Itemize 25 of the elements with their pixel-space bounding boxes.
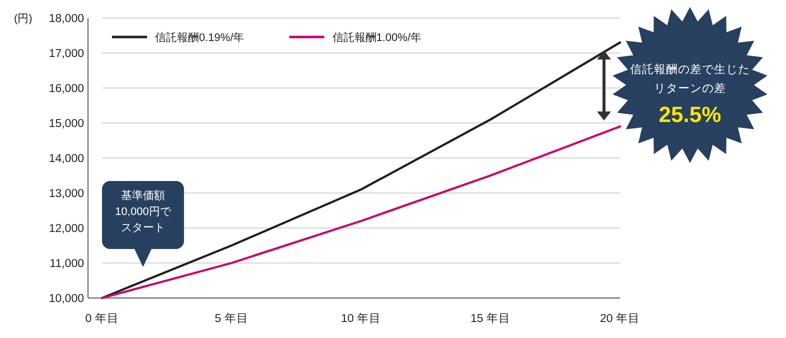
annotation: スタート xyxy=(121,222,165,234)
y-tick-label: 11,000 xyxy=(50,258,84,270)
legend-label: 信託報酬0.19%/年 xyxy=(155,31,244,44)
x-tick-label: 0 年目 xyxy=(85,312,119,325)
y-tick-label: 12,000 xyxy=(48,223,84,235)
text: リターンの差 xyxy=(654,82,726,95)
x-tick-label: 20 年目 xyxy=(600,312,640,325)
y-tick-label: 15,000 xyxy=(48,118,84,130)
y-tick-label: 14,000 xyxy=(48,153,84,165)
y-tick-label: 10,000 xyxy=(48,293,84,305)
x-tick-label: 10 年目 xyxy=(341,312,381,325)
y-tick-label: 13,000 xyxy=(48,188,84,200)
y-tick-label: 16,000 xyxy=(48,83,84,95)
y-axis-title: (円) xyxy=(14,13,32,25)
text: 25.5% xyxy=(658,102,722,127)
text: 信託報酬の差で生じた xyxy=(630,63,750,76)
y-tick-label: 17,000 xyxy=(48,48,84,60)
annotation: 基準価額 xyxy=(121,189,165,202)
x-tick-label: 15 年目 xyxy=(470,312,510,325)
annotation: 10,000円で xyxy=(115,206,172,218)
x-tick-label: 5 年目 xyxy=(214,312,248,325)
legend-label: 信託報酬1.00%/年 xyxy=(332,31,422,44)
line-series xyxy=(100,125,622,300)
y-tick-label: 18,000 xyxy=(48,13,84,25)
line-series xyxy=(100,41,622,300)
